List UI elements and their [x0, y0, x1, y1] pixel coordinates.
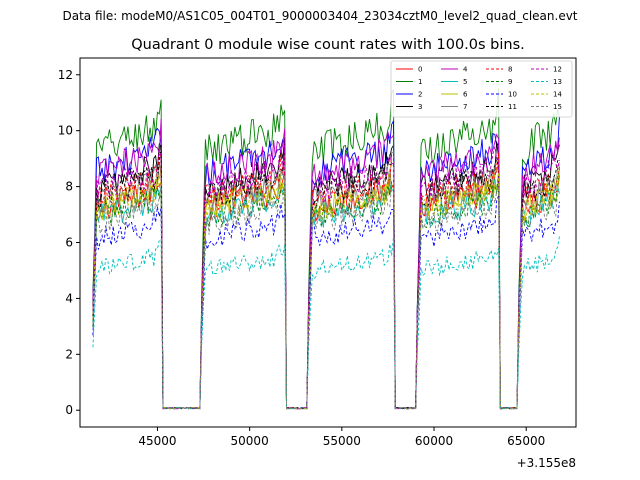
legend-label-12: 12 — [553, 66, 562, 74]
y-axis: 0 2 4 6 8 10 12 — [58, 68, 80, 417]
y-tick-label: 6 — [65, 236, 73, 250]
legend-label-0: 0 — [418, 66, 422, 74]
x-tick-label: 45000 — [138, 434, 176, 448]
y-tick-label: 10 — [58, 124, 73, 138]
legend-label-14: 14 — [553, 91, 562, 99]
x-tick-label: 50000 — [231, 434, 269, 448]
chart-title: Quadrant 0 module wise count rates with … — [131, 37, 525, 53]
legend-label-7: 7 — [463, 103, 467, 111]
legend-label-10: 10 — [508, 91, 517, 99]
y-tick-label: 4 — [65, 291, 73, 305]
legend-label-15: 15 — [553, 103, 562, 111]
x-tick-label: 65000 — [507, 434, 545, 448]
legend-label-1: 1 — [418, 78, 422, 86]
series-lines — [92, 87, 560, 410]
series-line-15 — [92, 175, 560, 410]
x-axis: 45000 50000 55000 60000 65000 — [138, 427, 545, 448]
legend-label-11: 11 — [508, 103, 517, 111]
legend-label-13: 13 — [553, 78, 562, 86]
legend-label-6: 6 — [463, 91, 468, 99]
legend-box — [390, 60, 573, 118]
x-tick-label: 60000 — [415, 434, 453, 448]
y-tick-label: 8 — [65, 180, 73, 194]
y-tick-label: 0 — [65, 403, 73, 417]
y-tick-label: 12 — [58, 68, 73, 82]
legend-label-9: 9 — [508, 78, 512, 86]
legend-label-8: 8 — [508, 66, 512, 74]
legend-label-3: 3 — [418, 103, 422, 111]
legend-label-5: 5 — [463, 78, 467, 86]
y-tick-label: 2 — [65, 347, 73, 361]
legend-label-2: 2 — [418, 91, 422, 99]
x-offset-label: +3.155e8 — [517, 456, 576, 470]
suptitle: Data file: modeM0/AS1C05_004T01_90000034… — [62, 9, 577, 23]
x-tick-label: 55000 — [323, 434, 361, 448]
legend-label-4: 4 — [463, 66, 468, 74]
